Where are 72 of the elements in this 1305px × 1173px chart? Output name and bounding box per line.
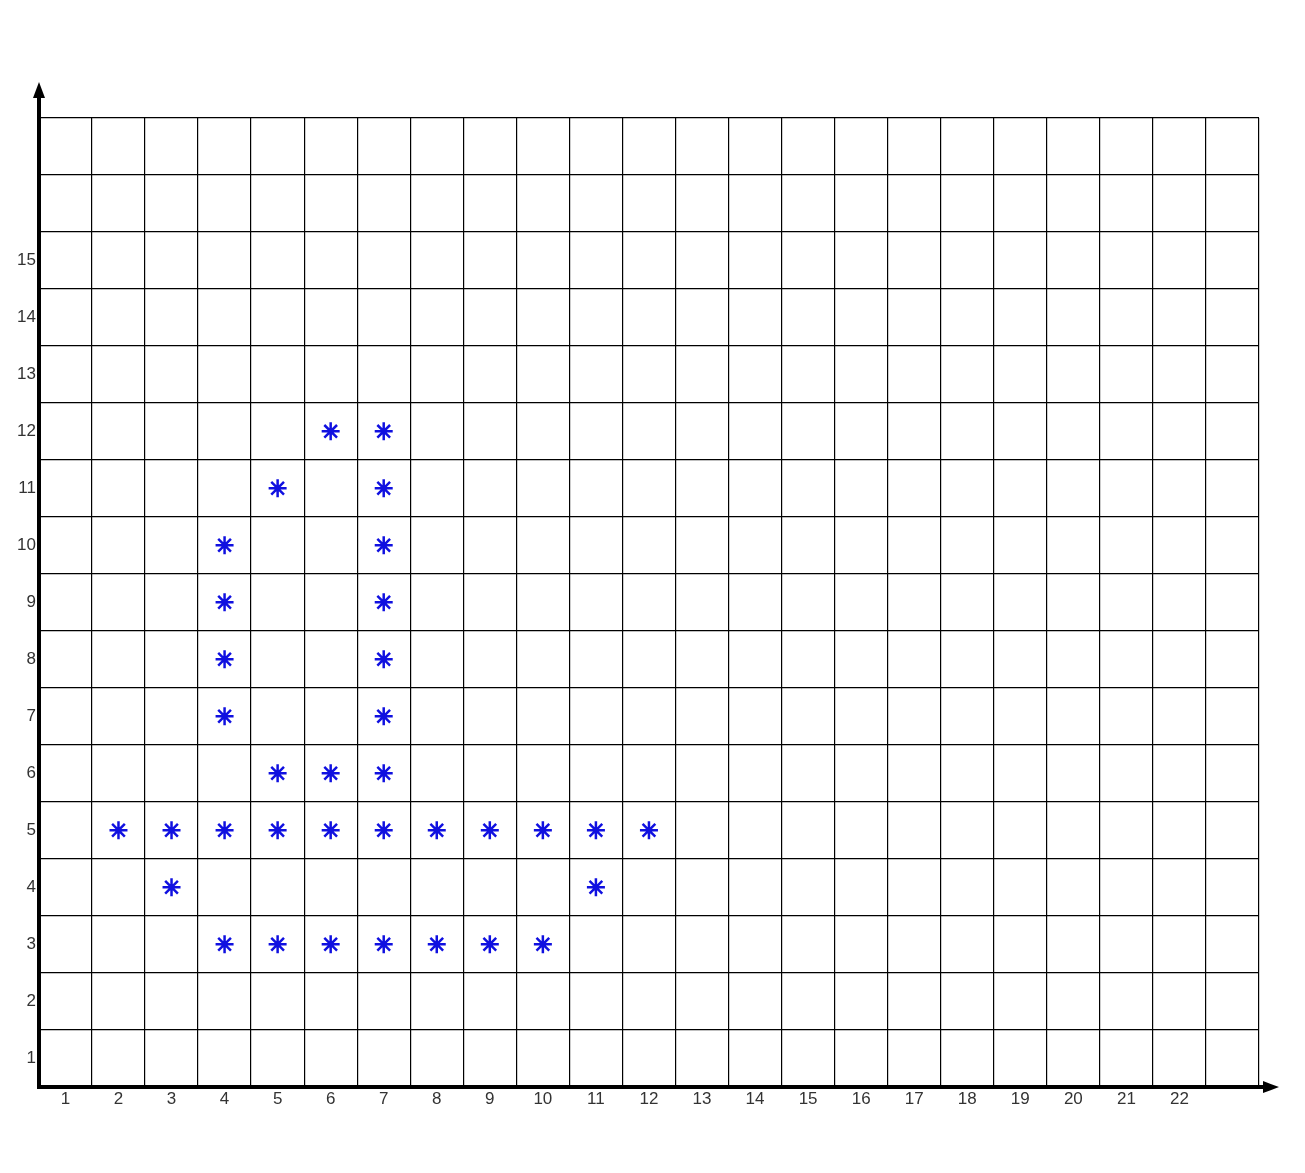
x-tick-label: 18 — [957, 1089, 977, 1109]
point — [320, 421, 341, 442]
x-tick-label: 3 — [166, 1089, 177, 1109]
x-tick-label: 13 — [692, 1089, 712, 1109]
y-tick-label: 4 — [26, 876, 36, 896]
point — [161, 819, 182, 841]
y-tick-label: 10 — [16, 535, 36, 555]
point — [267, 933, 288, 955]
x-tick-label: 2 — [113, 1089, 124, 1109]
x-tick-label: 14 — [745, 1089, 765, 1109]
y-tick-label: 9 — [26, 591, 36, 611]
x-tick-label: 4 — [219, 1089, 230, 1109]
point — [214, 819, 235, 841]
x-tick-label: 7 — [378, 1089, 389, 1109]
x-tick-label: 15 — [798, 1089, 818, 1109]
x-tick-label: 12 — [639, 1089, 659, 1109]
point — [214, 933, 235, 955]
point — [267, 478, 288, 499]
point — [532, 933, 554, 955]
point — [267, 819, 288, 841]
point — [532, 819, 554, 841]
point — [320, 933, 341, 955]
y-tick-label: 1 — [26, 1047, 36, 1067]
point — [320, 819, 341, 841]
point — [373, 819, 394, 841]
y-tick-label: 15 — [16, 250, 36, 270]
y-tick-label: 3 — [26, 933, 36, 953]
x-tick-label: 20 — [1063, 1089, 1083, 1109]
x-tick-label: 10 — [533, 1089, 553, 1109]
point — [108, 819, 129, 841]
point — [373, 421, 394, 442]
point — [426, 819, 448, 841]
point — [373, 706, 394, 727]
y-tick-label: 12 — [16, 421, 36, 441]
point — [267, 762, 288, 784]
point — [373, 933, 394, 955]
point — [214, 535, 235, 556]
y-tick-label: 6 — [26, 762, 36, 782]
x-tick-label: 17 — [904, 1089, 924, 1109]
point — [373, 649, 394, 670]
point — [585, 819, 607, 841]
y-tick-label: 8 — [26, 648, 36, 668]
x-tick-label: 16 — [851, 1089, 871, 1109]
point — [638, 819, 660, 841]
x-tick-label: 21 — [1116, 1089, 1136, 1109]
x-tick-label: 1 — [60, 1089, 71, 1109]
point — [373, 592, 394, 613]
y-tick-label: 11 — [18, 478, 36, 498]
point — [214, 649, 235, 670]
point — [373, 535, 394, 556]
point — [585, 876, 607, 898]
point — [373, 762, 394, 784]
y-tick-label: 5 — [26, 819, 36, 839]
x-tick-label: 9 — [485, 1089, 495, 1109]
y-tick-label: 2 — [26, 990, 36, 1010]
y-tick-label: 14 — [16, 307, 36, 327]
x-tick-label: 8 — [432, 1089, 442, 1109]
x-tick-label: 5 — [272, 1089, 283, 1109]
point — [479, 933, 501, 955]
x-tick-label: 19 — [1010, 1089, 1030, 1109]
x-tick-label: 22 — [1169, 1089, 1189, 1109]
point — [161, 876, 182, 898]
y-tick-label: 7 — [26, 705, 36, 725]
point — [214, 592, 235, 613]
y-tick-label: 13 — [16, 364, 36, 384]
point — [426, 933, 448, 955]
point — [373, 478, 394, 499]
point — [479, 819, 501, 841]
x-tick-label: 11 — [587, 1089, 605, 1109]
point — [214, 706, 235, 727]
point — [320, 762, 341, 784]
x-tick-label: 6 — [325, 1089, 336, 1109]
